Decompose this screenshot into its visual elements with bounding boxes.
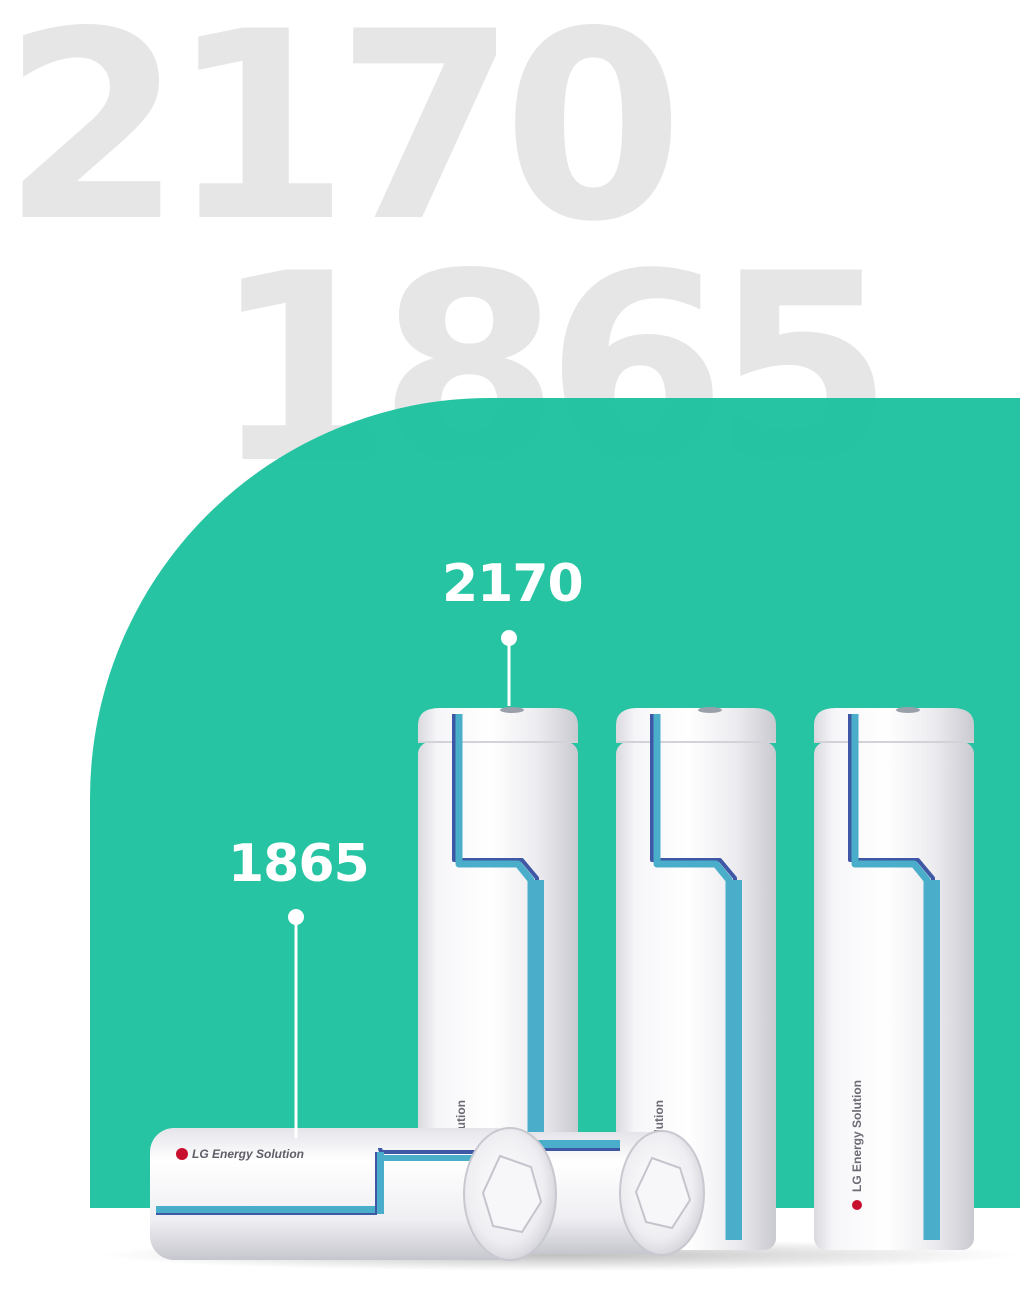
standing-cell-2: LG Energy Solution (616, 707, 776, 1250)
brand-text-lying: LG Energy Solution (192, 1147, 304, 1161)
lying-cell-front: LG Energy Solution (150, 1127, 557, 1261)
label-1865: 1865 (228, 834, 370, 894)
standing-cell-3: LG Energy Solution (814, 707, 974, 1250)
leader-dot-2170-icon (501, 630, 517, 646)
leader-dot-1865-icon (288, 909, 304, 925)
standing-cell-1: LG Energy Solution (418, 707, 578, 1250)
brand-text-cell-3: LG Energy Solution (850, 1080, 864, 1192)
background-number-2170: 2170 (2, 0, 684, 279)
label-2170: 2170 (442, 554, 584, 614)
